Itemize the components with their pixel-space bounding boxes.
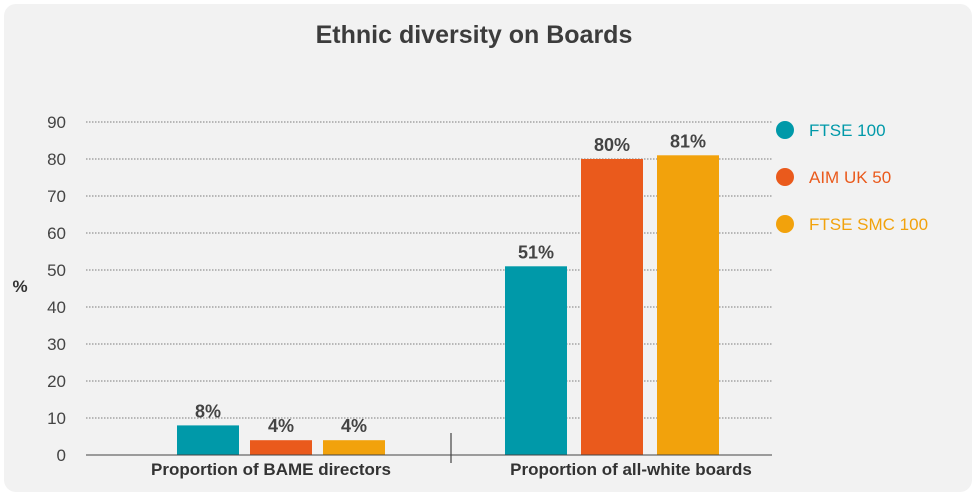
data-label: 80% xyxy=(594,135,630,155)
y-tick-label: 0 xyxy=(57,446,66,465)
legend-item: FTSE 100 xyxy=(776,121,886,140)
bar xyxy=(323,440,385,455)
data-label: 4% xyxy=(268,416,294,436)
bar xyxy=(657,155,719,456)
legend-marker xyxy=(776,215,794,233)
y-tick-label: 50 xyxy=(47,261,66,280)
legend-label: FTSE 100 xyxy=(809,121,886,140)
bar xyxy=(250,440,312,455)
y-tick-label: 70 xyxy=(47,187,66,206)
data-label: 81% xyxy=(670,131,706,151)
y-axis-label: % xyxy=(12,277,27,296)
y-tick-label: 80 xyxy=(47,150,66,169)
y-tick-label: 40 xyxy=(47,298,66,317)
legend-marker xyxy=(776,168,794,186)
y-axis-ticks: 0 10 20 30 40 50 60 70 80 90 xyxy=(47,113,66,465)
x-category-label: Proportion of all-white boards xyxy=(510,460,752,479)
chart-title: Ethnic diversity on Boards xyxy=(316,21,633,49)
gridlines xyxy=(86,121,772,419)
y-tick-label: 90 xyxy=(47,113,66,132)
bars xyxy=(177,155,719,456)
x-category-label: Proportion of BAME directors xyxy=(151,460,391,479)
y-tick-label: 10 xyxy=(47,409,66,428)
legend-marker xyxy=(776,121,794,139)
legend-item: AIM UK 50 xyxy=(776,168,891,187)
bar xyxy=(177,425,239,455)
data-labels: 8% 4% 4% 51% 80% 81% xyxy=(195,131,706,436)
y-tick-label: 30 xyxy=(47,335,66,354)
data-label: 4% xyxy=(341,416,367,436)
data-label: 8% xyxy=(195,401,221,421)
y-tick-label: 60 xyxy=(47,224,66,243)
data-label: 51% xyxy=(518,242,554,262)
legend-label: AIM UK 50 xyxy=(809,168,891,187)
legend-label: FTSE SMC 100 xyxy=(809,215,928,234)
legend-item: FTSE SMC 100 xyxy=(776,215,928,234)
y-tick-label: 20 xyxy=(47,372,66,391)
bar xyxy=(505,266,567,455)
chart-card xyxy=(4,4,972,492)
legend: FTSE 100 AIM UK 50 FTSE SMC 100 xyxy=(776,121,928,234)
bar xyxy=(581,159,643,455)
x-axis-categories: Proportion of BAME directors Proportion o… xyxy=(151,460,752,479)
